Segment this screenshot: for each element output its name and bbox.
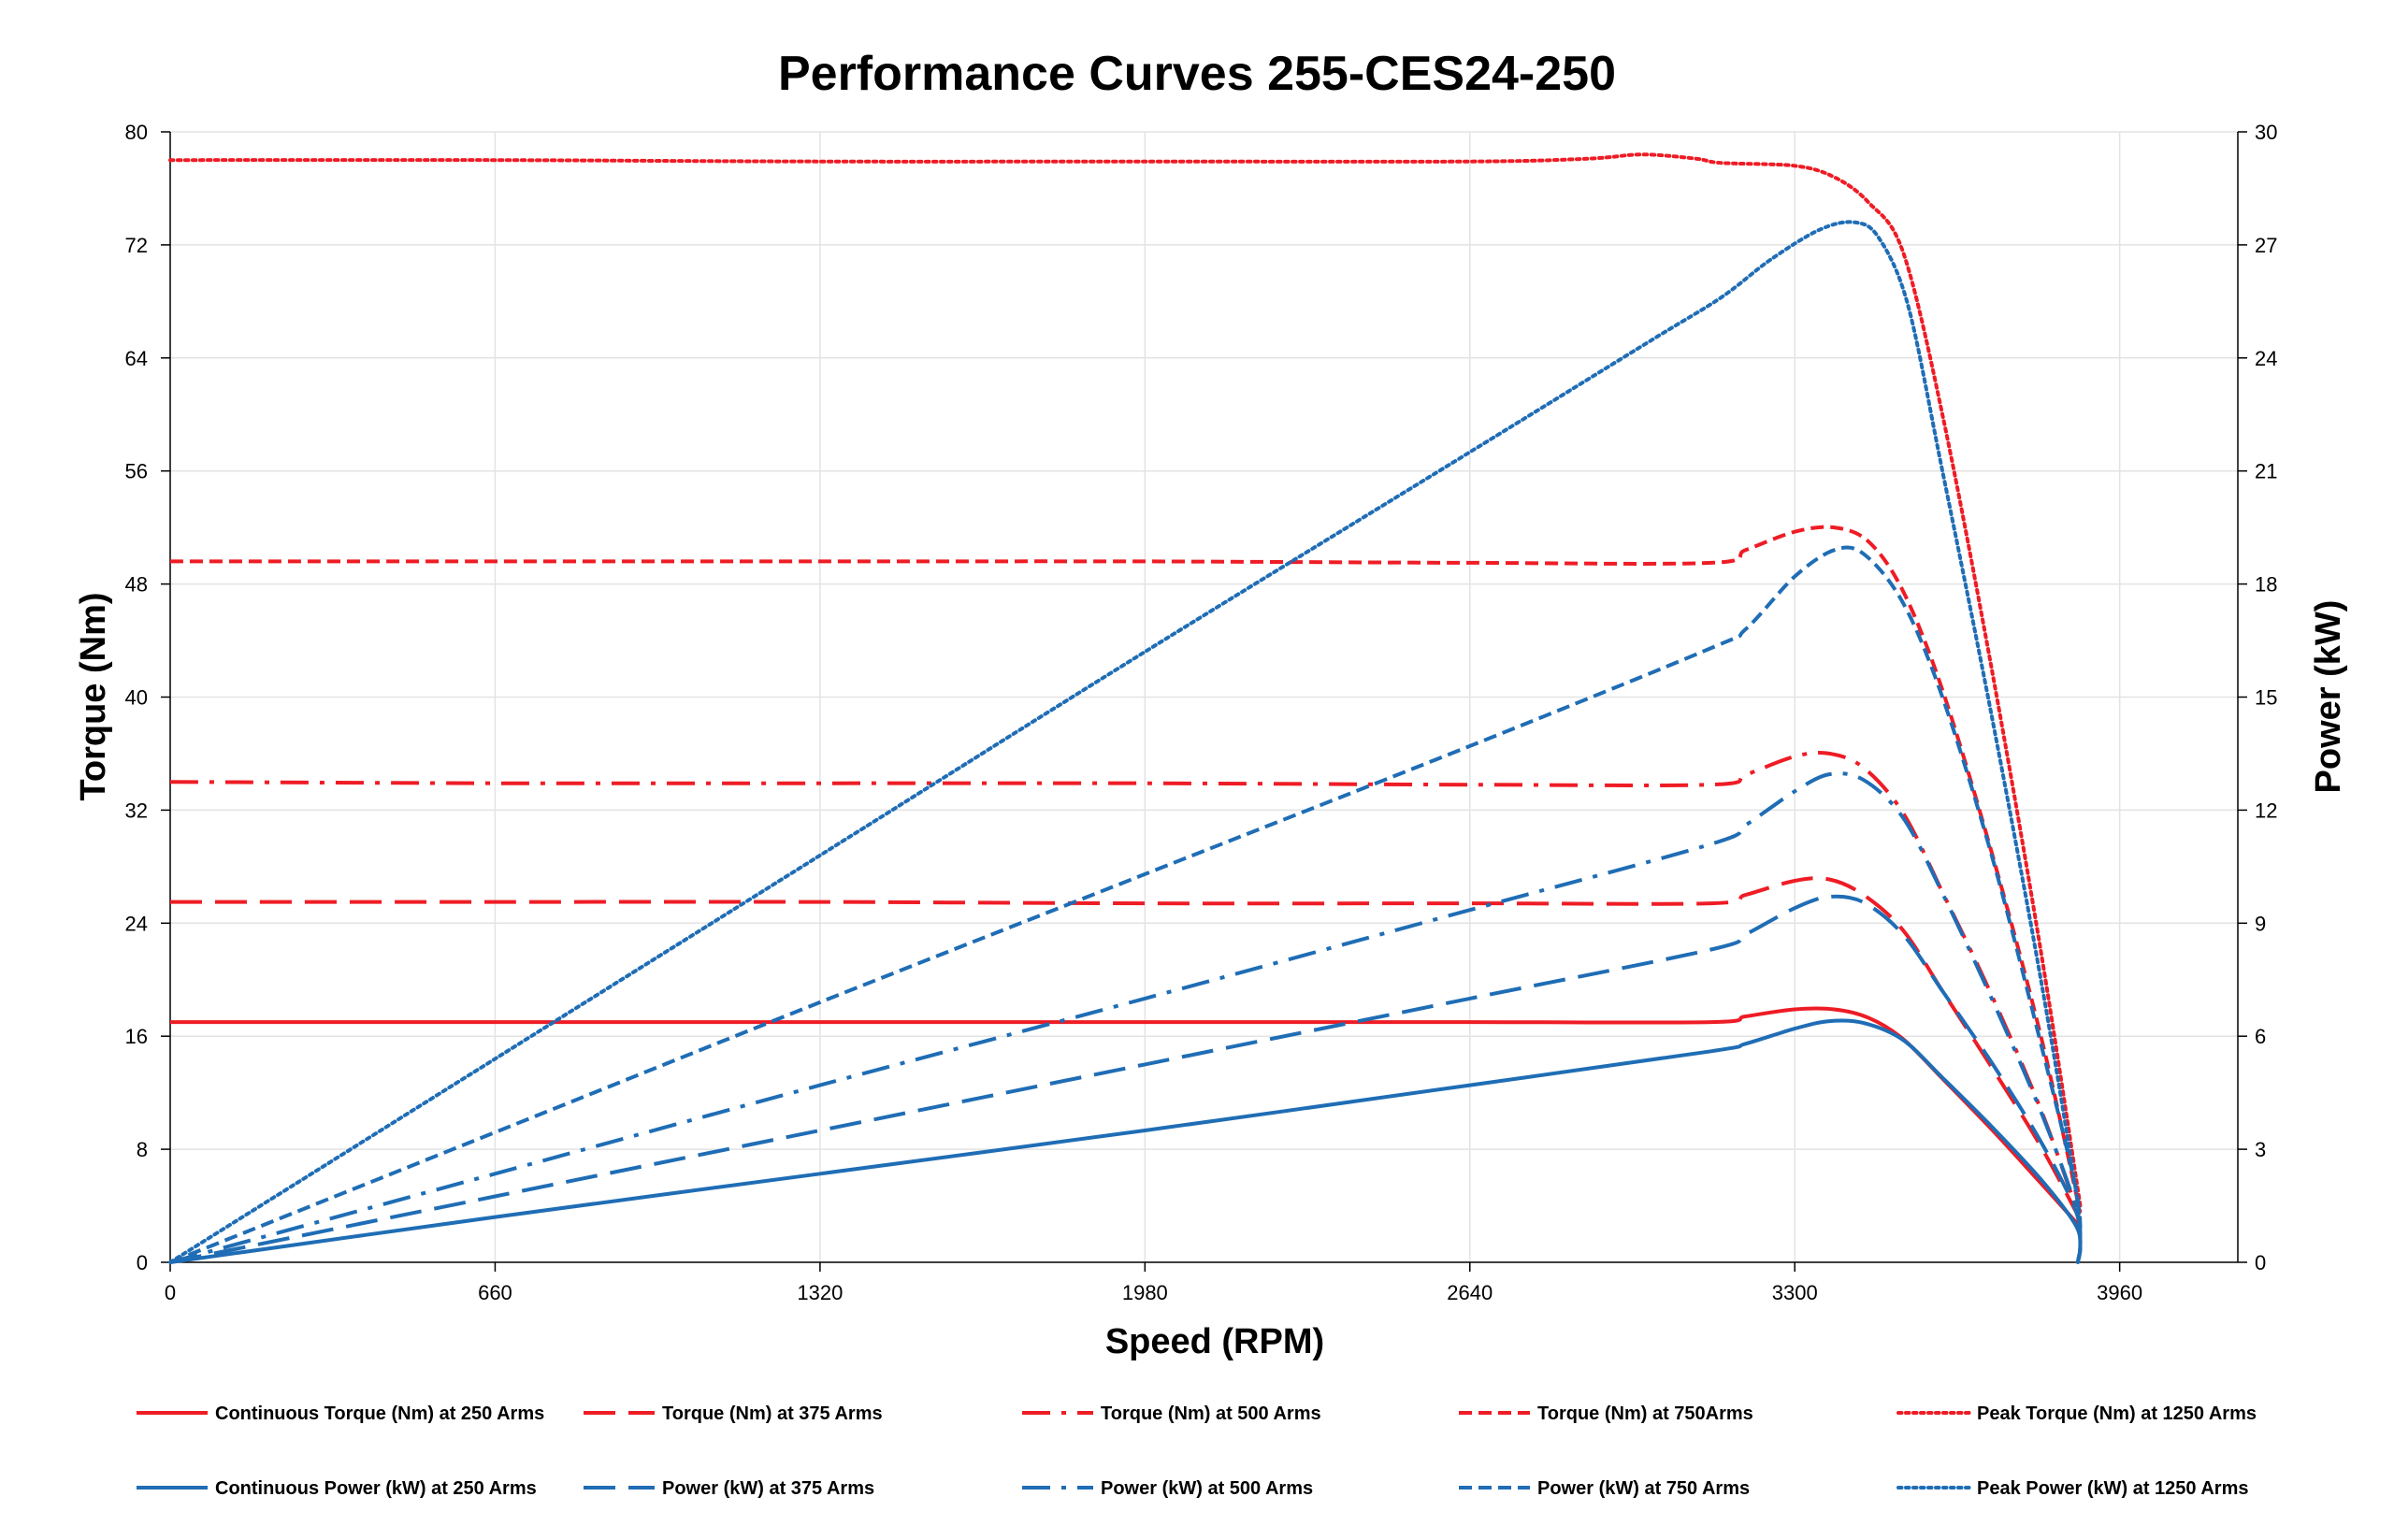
legend-label-1: Continuous Torque (Nm) at 250 Arms [215, 1403, 544, 1424]
y-axis-title-left: Torque (Nm) [74, 592, 113, 800]
y-tick-label: 48 [125, 573, 148, 597]
grid-layer [170, 131, 2238, 1262]
y2-tick-label: 30 [2255, 121, 2277, 144]
y2-tick-label: 15 [2255, 686, 2277, 710]
y-axis-title-right: Power (kW) [2309, 600, 2348, 794]
series-line-9 [169, 545, 2083, 1264]
y-tick-label: 40 [125, 686, 148, 710]
y2-tick-label: 0 [2255, 1251, 2266, 1274]
x-tick-label: 2640 [1447, 1281, 1493, 1304]
legend-label-2: Torque (Nm) at 375 Arms [662, 1403, 883, 1424]
x-tick-label: 660 [478, 1281, 512, 1304]
y-tick-label: 80 [125, 121, 148, 144]
y-tick-label: 56 [125, 460, 148, 483]
legend-label-6: Continuous Power (kW) at 250 Arms [215, 1478, 537, 1499]
x-tick-label: 1320 [797, 1281, 843, 1304]
legend: Continuous Torque (Nm) at 250 Arms Torque… [137, 1403, 2257, 1499]
axis-layer: 0 660 1320 1980 2640 3300 39600816243240485664… [125, 121, 2278, 1304]
y2-tick-label: 27 [2255, 234, 2277, 257]
legend-label-3: Torque (Nm) at 500 Arms [1101, 1403, 1321, 1424]
series-line-8 [169, 771, 2083, 1264]
y-tick-label: 64 [125, 347, 148, 370]
x-axis-title: Speed (RPM) [1105, 1322, 1324, 1361]
y-tick-label: 8 [137, 1138, 148, 1161]
x-tick-label: 1980 [1122, 1281, 1168, 1304]
series-line-5 [168, 152, 2083, 1208]
series-line-3 [169, 751, 2083, 1221]
y-tick-label: 24 [125, 912, 148, 935]
legend-label-10: Peak Power (kW) at 1250 Arms [1977, 1478, 2249, 1499]
legend-label-5: Peak Torque (Nm) at 1250 Arms [1977, 1403, 2257, 1424]
legend-label-7: Power (kW) at 375 Arms [662, 1478, 874, 1499]
y2-tick-label: 3 [2255, 1138, 2266, 1161]
y2-tick-label: 12 [2255, 799, 2277, 822]
chart-title: Performance Curves 255-CES24-250 [778, 47, 1616, 101]
x-tick-label: 3300 [1772, 1281, 1818, 1304]
series-line-6 [169, 1018, 2083, 1264]
legend-label-4: Torque (Nm) at 750Arms [1537, 1403, 1753, 1424]
y2-tick-label: 9 [2255, 912, 2266, 935]
x-tick-label: 0 [165, 1281, 176, 1304]
series-line-4 [170, 525, 2083, 1214]
y-tick-label: 32 [125, 799, 148, 822]
y-tick-label: 16 [125, 1025, 148, 1048]
x-tick-label: 3960 [2097, 1281, 2142, 1304]
y-tick-label: 72 [125, 234, 148, 257]
series-line-2 [170, 876, 2083, 1221]
series-line-1 [169, 1006, 2082, 1229]
series-line-10 [168, 220, 2083, 1264]
series-line-7 [169, 894, 2083, 1264]
y2-tick-label: 18 [2255, 573, 2277, 597]
y-tick-label: 0 [137, 1251, 148, 1274]
legend-label-8: Power (kW) at 500 Arms [1101, 1478, 1313, 1499]
series-layer [168, 152, 2083, 1264]
legend-label-9: Power (kW) at 750 Arms [1537, 1478, 1750, 1499]
y2-tick-label: 21 [2255, 460, 2277, 483]
y2-tick-label: 6 [2255, 1025, 2266, 1048]
y2-tick-label: 24 [2255, 347, 2277, 370]
